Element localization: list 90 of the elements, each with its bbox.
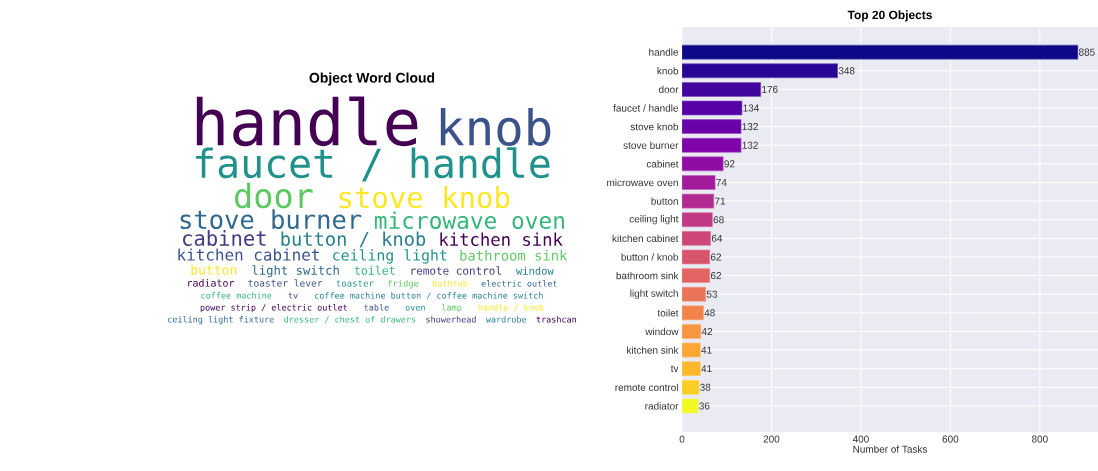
y-tick-label: window [645, 327, 679, 336]
text: handle [196, 96, 418, 147]
text: remote control [411, 266, 501, 275]
bar [682, 380, 700, 395]
y-tick-label: stove knob [630, 122, 679, 131]
y-tick-label: bathroom sink [616, 271, 679, 280]
text: oven [405, 305, 425, 311]
text: fridge [388, 279, 419, 289]
data-label: 62 [710, 253, 722, 261]
data-label: 68 [713, 216, 724, 224]
text: coffee machine button / coffee machine switch [314, 292, 543, 300]
text: showerhead [426, 316, 476, 323]
text: tv [288, 292, 298, 299]
bar [682, 231, 711, 246]
data-label: 36 [699, 402, 710, 410]
text: button / knob [281, 231, 426, 248]
text: faucet / handle [195, 147, 550, 182]
y-tick-label: door [658, 85, 679, 94]
text: radiator [188, 279, 235, 287]
x-axis-title: Number of Tasks [853, 445, 928, 453]
text: cabinet [183, 230, 266, 246]
data-label: 92 [724, 160, 735, 168]
bar [682, 175, 716, 190]
text: toaster lever [248, 279, 323, 287]
data-label: 41 [701, 365, 712, 373]
text: wardrobe [485, 316, 527, 323]
y-tick-label: cabinet [646, 160, 679, 168]
text: lamp [442, 304, 462, 313]
y-tick-label: knob [657, 67, 679, 75]
text: trashcan [536, 316, 577, 323]
x-tick-label: 400 [852, 435, 869, 443]
data-label: 53 [706, 290, 718, 298]
text: handle / knob [478, 304, 544, 312]
y-tick-label: button / knob [621, 253, 679, 261]
x-tick-label: 0 [679, 435, 685, 443]
y-tick-label: toilet [657, 309, 679, 317]
data-label: 134 [743, 104, 759, 112]
text: electric outlet [481, 280, 557, 287]
text: kitchen sink [440, 232, 563, 246]
text: dresser / chest of drawers [284, 316, 416, 324]
data-label: 74 [716, 179, 727, 186]
text: power strip / electric outlet [200, 304, 347, 313]
data-label: 41 [701, 346, 712, 354]
text: toilet [354, 265, 395, 275]
text: coffee machine [201, 292, 272, 299]
bar [682, 119, 742, 134]
text: toaster [336, 280, 374, 287]
x-tick-label: 200 [763, 435, 780, 443]
data-label: 132 [742, 123, 758, 131]
data-label: 71 [714, 197, 726, 205]
text: ceiling light fixture [168, 315, 274, 325]
y-tick-label: faucet / handle [613, 104, 679, 112]
y-tick-label: kitchen cabinet [612, 234, 679, 242]
text: table [364, 304, 389, 311]
text: Object Word Cloud [309, 72, 435, 86]
y-tick-label: radiator [645, 402, 679, 410]
bar [682, 361, 701, 376]
text: bathroom sink [460, 250, 568, 261]
x-tick-label: 600 [942, 435, 959, 443]
x-tick-label: 800 [1031, 435, 1048, 443]
data-label: 132 [742, 141, 758, 149]
data-label: 64 [711, 234, 723, 242]
text: microwave oven [374, 211, 564, 230]
text: stove knob [339, 185, 510, 209]
y-tick-label: handle [649, 48, 679, 56]
text: stove burner [180, 209, 362, 230]
text: bathtub [432, 280, 468, 287]
data-label: 176 [762, 85, 778, 93]
data-label: 42 [701, 327, 713, 335]
chart-title: Top 20 Objects [847, 10, 932, 22]
data-label: 62 [710, 272, 722, 280]
y-tick-label: stove burner [623, 141, 679, 149]
y-tick-label: remote control [615, 383, 678, 391]
y-tick-label: ceiling light [629, 215, 679, 225]
y-tick-label: button [651, 197, 678, 205]
y-tick-label: light switch [630, 289, 678, 299]
data-label: 348 [838, 67, 855, 75]
y-tick-label: microwave oven [607, 178, 678, 187]
text: kitchen cabinet [178, 248, 319, 261]
text: ceiling light [333, 249, 447, 264]
data-label: 38 [700, 383, 711, 391]
text: window [515, 266, 554, 275]
data-label: 885 [1079, 48, 1095, 56]
data-label: 48 [704, 309, 715, 317]
text: knob [440, 108, 551, 146]
y-tick-label: tv [670, 365, 679, 372]
text: light switch [252, 265, 339, 278]
text: button [191, 264, 237, 275]
text: door [235, 182, 313, 209]
y-tick-label: kitchen sink [627, 346, 679, 354]
